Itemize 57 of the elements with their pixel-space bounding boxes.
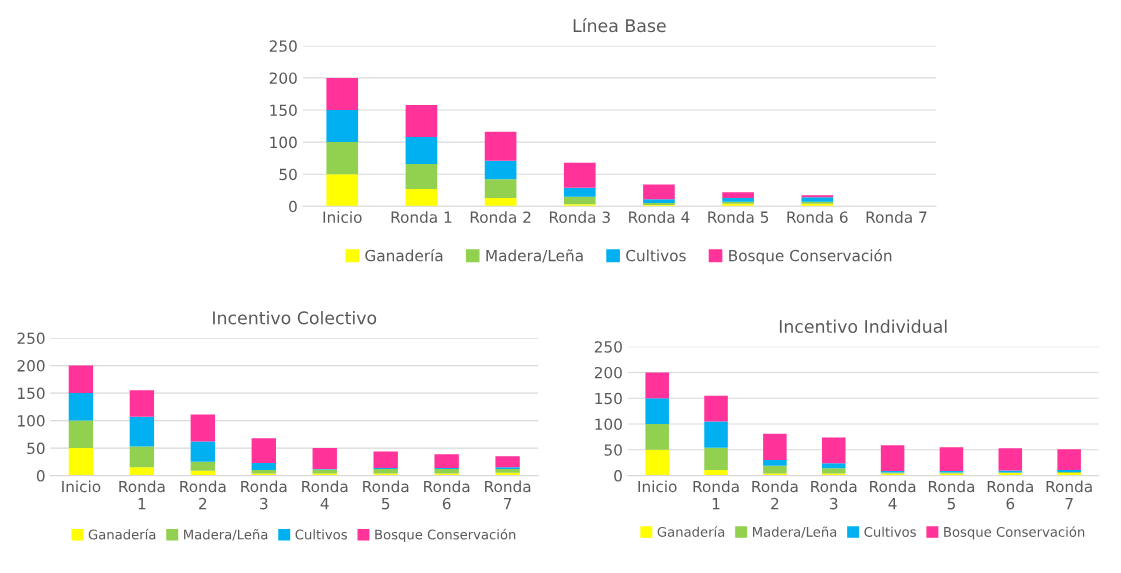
y-tick-label: 250 xyxy=(269,40,297,52)
x-tick-label: Ronda 6 xyxy=(987,480,1033,510)
y-tick-label: 50 xyxy=(279,168,297,181)
x-tick-label: Ronda 5 xyxy=(708,211,769,223)
legend-label: Bosque Conservación xyxy=(944,526,1085,540)
legend-label: Cultivos xyxy=(864,526,916,537)
chart-title: Línea Base xyxy=(573,18,666,33)
y-tick-label: 100 xyxy=(270,136,297,149)
chart-title: Incentivo Individual xyxy=(779,319,947,334)
x-tick-label: Ronda 5 xyxy=(928,480,975,510)
y-tick-label: 250 xyxy=(17,332,45,345)
y-tick-label: 150 xyxy=(595,392,622,405)
legend-label: Cultivos xyxy=(626,249,686,262)
x-tick-label: Ronda 1 xyxy=(693,480,739,510)
legend-label: Ganadería xyxy=(88,528,156,540)
y-tick-label: 150 xyxy=(270,104,297,117)
x-tick-label: Ronda 1 xyxy=(391,211,452,223)
x-tick-label: Ronda 3 xyxy=(811,480,857,510)
x-tick-label: Ronda 2 xyxy=(752,480,798,510)
legend-label: Madera/Leña xyxy=(184,529,268,541)
y-tick-label: 0 xyxy=(36,470,45,482)
y-tick-label: 50 xyxy=(27,442,45,455)
x-tick-label: Inicio xyxy=(323,211,362,223)
x-tick-label: Ronda 6 xyxy=(787,211,848,223)
y-tick-label: 250 xyxy=(594,341,622,353)
x-tick-label: Ronda 4 xyxy=(629,211,690,223)
legend-label: Madera/Leña xyxy=(486,249,583,263)
x-tick-label: Inicio xyxy=(638,480,677,493)
y-tick-label: 200 xyxy=(594,366,622,379)
x-tick-label: Ronda 5 xyxy=(363,480,409,510)
y-tick-label: 200 xyxy=(269,72,297,84)
x-tick-label: Inicio xyxy=(62,480,101,493)
x-tick-label: Ronda 6 xyxy=(424,480,470,510)
x-tick-label: Ronda 7 xyxy=(485,480,531,510)
legend-label: Cultivos xyxy=(295,529,347,540)
chart-title: Incentivo Colectivo xyxy=(213,310,377,325)
y-tick-label: 0 xyxy=(614,470,622,482)
y-tick-label: 0 xyxy=(289,200,297,213)
legend-label: Bosque Conservación xyxy=(729,248,892,265)
x-tick-label: Ronda 3 xyxy=(549,211,610,223)
legend-label: Bosque Conservación xyxy=(375,528,516,543)
y-tick-label: 200 xyxy=(17,360,45,372)
legend-label: Ganadería xyxy=(365,248,443,262)
x-tick-label: Ronda 7 xyxy=(866,211,927,223)
x-tick-label: Ronda 2 xyxy=(180,480,226,510)
y-tick-label: 100 xyxy=(18,415,45,427)
y-tick-label: 150 xyxy=(18,387,45,400)
x-tick-label: Ronda 7 xyxy=(1046,480,1092,510)
legend-label: Ganadería xyxy=(657,526,725,537)
y-tick-label: 100 xyxy=(595,418,622,431)
x-tick-label: Ronda 4 xyxy=(870,480,916,510)
x-tick-label: Ronda 4 xyxy=(302,480,348,510)
x-tick-label: Ronda 1 xyxy=(119,480,165,510)
legend-label: Madera/Leña xyxy=(753,526,837,538)
y-tick-label: 50 xyxy=(604,444,622,456)
x-tick-label: Ronda 2 xyxy=(470,211,531,223)
x-tick-label: Ronda 3 xyxy=(241,480,287,510)
